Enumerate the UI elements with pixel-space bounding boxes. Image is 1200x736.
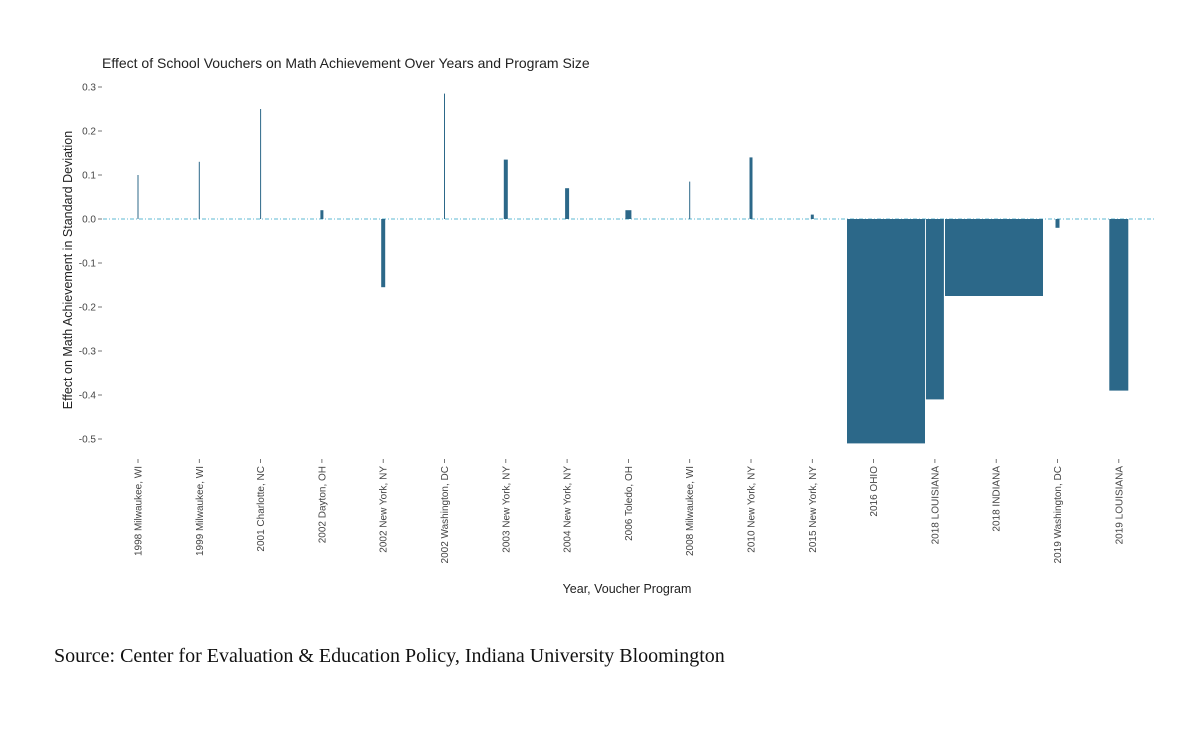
x-tick-label: 2006 Toledo, OH (624, 466, 635, 541)
bar (565, 188, 570, 219)
x-axis: 1998 Milwaukee, WI 1999 Milwaukee, WI 2001… (134, 459, 1125, 563)
bar (689, 181, 691, 219)
x-tick-label: 2015 New York, NY (808, 466, 819, 553)
x-tick-label: 1999 Milwaukee, WI (195, 466, 206, 556)
y-tick-label: 0.1 (82, 171, 96, 182)
x-tick-label: 2002 Washington, DC (440, 466, 451, 563)
bar (320, 210, 324, 219)
x-tick-label: 2003 New York, NY (501, 466, 512, 553)
bar (847, 219, 925, 444)
y-axis: 0.3 0.2 0.1 0.0 -0.1 -0.2 -0.3 -0.4 -0.5 (79, 83, 102, 446)
bar (381, 219, 386, 288)
bar (925, 219, 944, 400)
bar (444, 93, 445, 219)
x-axis-label: Year, Voucher Program (563, 582, 692, 596)
x-tick-label: 2016 OHIO (869, 466, 880, 517)
y-tick-label: -0.1 (79, 259, 97, 270)
bar (749, 157, 753, 219)
bar (945, 219, 1043, 296)
x-tick-label: 2004 New York, NY (563, 466, 574, 553)
x-tick-label: 2008 Milwaukee, WI (685, 466, 696, 556)
bar (625, 210, 632, 219)
x-tick-label: 2010 New York, NY (747, 466, 758, 553)
y-tick-label: 0.3 (82, 83, 96, 94)
bar (1109, 219, 1129, 391)
y-tick-label: 0.2 (82, 127, 96, 138)
bar (810, 214, 814, 219)
x-tick-label: 2019 Washington, DC (1053, 466, 1064, 563)
x-tick-label: 1998 Milwaukee, WI (134, 466, 145, 556)
bar (260, 109, 262, 219)
x-tick-label: 2018 INDIANA (992, 466, 1003, 532)
bars (137, 93, 1129, 444)
y-tick-label: 0.0 (82, 215, 96, 226)
bar (137, 175, 139, 219)
source-note: Source: Center for Evaluation & Educatio… (54, 645, 725, 667)
x-tick-label: 2002 New York, NY (379, 466, 390, 553)
bar (198, 161, 200, 219)
y-axis-label: Effect on Math Achievement in Standard D… (61, 131, 75, 409)
bar (1055, 219, 1060, 228)
y-tick-label: -0.5 (79, 435, 97, 446)
y-tick-label: -0.2 (79, 303, 97, 314)
x-tick-label: 2002 Dayton, OH (317, 466, 328, 543)
bar (503, 159, 508, 219)
y-tick-label: -0.4 (79, 391, 97, 402)
chart-title: Effect of School Vouchers on Math Achiev… (102, 55, 590, 71)
y-tick-label: -0.3 (79, 347, 97, 358)
x-tick-label: 2001 Charlotte, NC (256, 466, 267, 552)
x-tick-label: 2018 LOUISIANA (930, 466, 941, 545)
x-tick-label: 2019 LOUISIANA (1114, 466, 1125, 545)
